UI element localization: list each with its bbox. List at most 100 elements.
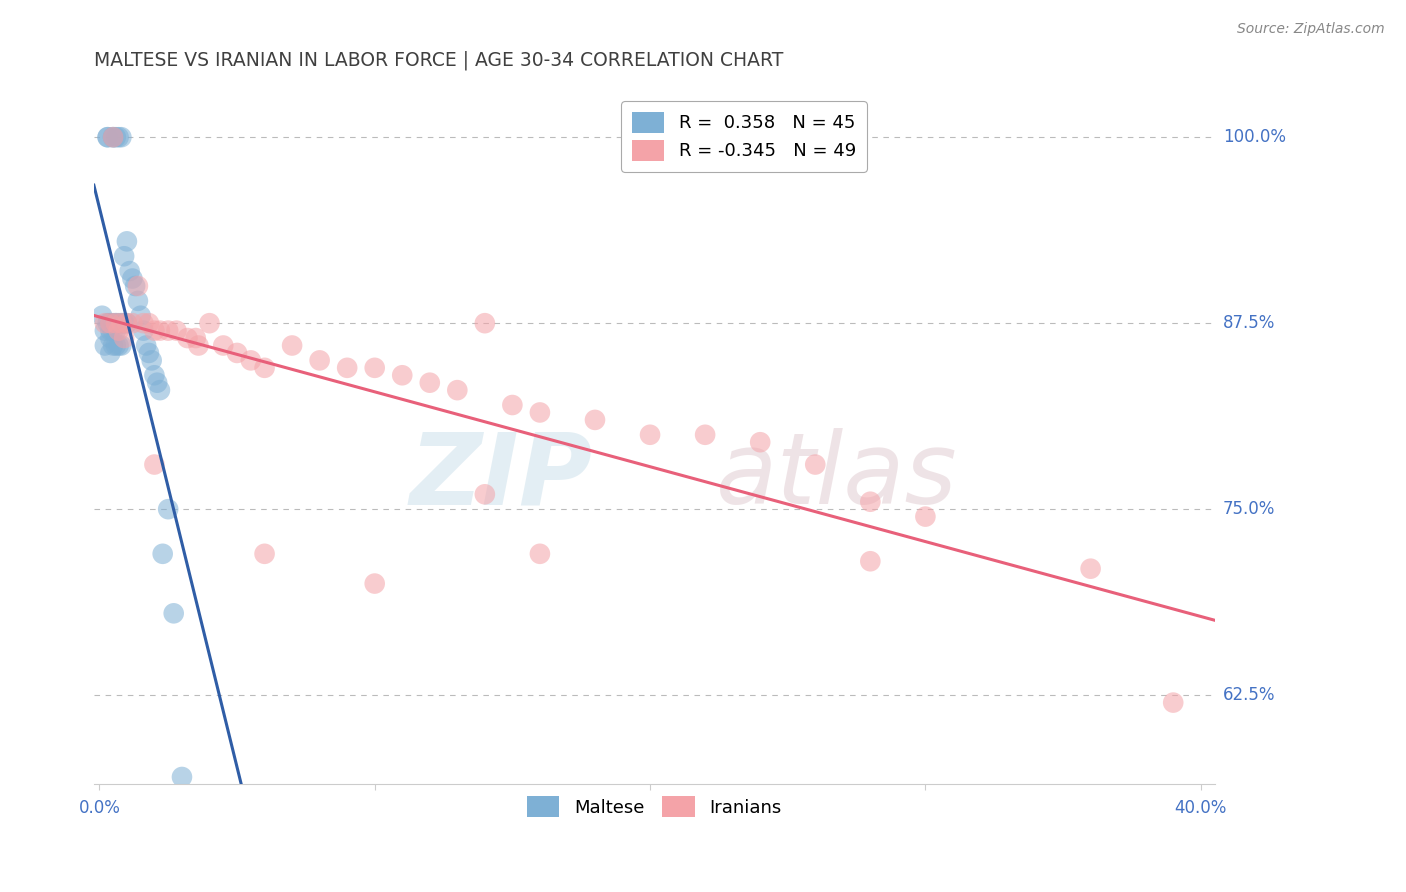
Point	[110, 316, 132, 330]
Point	[107, 338, 129, 352]
Point	[97, 130, 120, 145]
Point	[419, 376, 441, 390]
Point	[101, 130, 124, 145]
Point	[391, 368, 413, 383]
Point	[474, 487, 496, 501]
Text: atlas: atlas	[716, 428, 957, 525]
Point	[121, 316, 143, 330]
Point	[115, 316, 138, 330]
Point	[859, 494, 882, 508]
Point	[143, 368, 166, 383]
Point	[187, 338, 209, 352]
Point	[104, 338, 127, 352]
Point	[94, 324, 117, 338]
Point	[308, 353, 330, 368]
Point	[107, 316, 129, 330]
Point	[118, 264, 141, 278]
Point	[104, 324, 127, 338]
Point	[101, 324, 124, 338]
Point	[100, 316, 122, 330]
Point	[110, 316, 132, 330]
Text: 100.0%: 100.0%	[1223, 128, 1285, 146]
Point	[91, 309, 114, 323]
Point	[170, 770, 193, 784]
Point	[163, 607, 186, 621]
Point	[239, 353, 262, 368]
Point	[149, 324, 172, 338]
Point	[141, 353, 163, 368]
Point	[101, 338, 124, 352]
Text: 75.0%: 75.0%	[1223, 500, 1275, 518]
Text: 62.5%: 62.5%	[1223, 686, 1275, 704]
Point	[157, 502, 180, 516]
Point	[94, 338, 117, 352]
Point	[176, 331, 198, 345]
Point	[146, 376, 169, 390]
Point	[132, 316, 155, 330]
Point	[184, 331, 207, 345]
Point	[110, 338, 132, 352]
Point	[474, 316, 496, 330]
Point	[859, 554, 882, 568]
Point	[446, 383, 468, 397]
Point	[253, 547, 276, 561]
Point	[143, 324, 166, 338]
Point	[132, 324, 155, 338]
Point	[638, 427, 661, 442]
Point	[138, 346, 160, 360]
Point	[336, 360, 359, 375]
Point	[149, 383, 172, 397]
Point	[143, 458, 166, 472]
Point	[157, 324, 180, 338]
Text: 0.0%: 0.0%	[79, 799, 121, 817]
Point	[97, 316, 120, 330]
Point	[112, 249, 135, 263]
Point	[107, 130, 129, 145]
Point	[115, 235, 138, 249]
Point	[112, 331, 135, 345]
Text: 87.5%: 87.5%	[1223, 314, 1275, 332]
Point	[138, 316, 160, 330]
Y-axis label: In Labor Force | Age 30-34: In Labor Force | Age 30-34	[0, 329, 8, 541]
Point	[364, 576, 387, 591]
Point	[104, 316, 127, 330]
Text: 40.0%: 40.0%	[1174, 799, 1227, 817]
Point	[97, 130, 120, 145]
Point	[583, 413, 606, 427]
Point	[129, 309, 152, 323]
Point	[364, 360, 387, 375]
Point	[804, 458, 827, 472]
Point	[914, 509, 936, 524]
Point	[100, 346, 122, 360]
Point	[101, 316, 124, 330]
Point	[104, 316, 127, 330]
Point	[212, 338, 235, 352]
Point	[253, 360, 276, 375]
Point	[152, 547, 174, 561]
Point	[501, 398, 523, 412]
Point	[107, 324, 129, 338]
Point	[121, 271, 143, 285]
Point	[112, 316, 135, 330]
Point	[695, 427, 717, 442]
Legend: Maltese, Iranians: Maltese, Iranians	[520, 789, 789, 824]
Point	[127, 279, 149, 293]
Text: Source: ZipAtlas.com: Source: ZipAtlas.com	[1237, 22, 1385, 37]
Point	[124, 279, 146, 293]
Point	[166, 324, 188, 338]
Point	[100, 331, 122, 345]
Point	[1080, 562, 1102, 576]
Point	[100, 316, 122, 330]
Point	[101, 130, 124, 145]
Text: ZIP: ZIP	[409, 428, 592, 525]
Point	[529, 547, 551, 561]
Point	[135, 338, 157, 352]
Point	[226, 346, 249, 360]
Text: MALTESE VS IRANIAN IN LABOR FORCE | AGE 30-34 CORRELATION CHART: MALTESE VS IRANIAN IN LABOR FORCE | AGE …	[94, 51, 783, 70]
Point	[749, 435, 772, 450]
Point	[198, 316, 221, 330]
Point	[94, 316, 117, 330]
Point	[115, 316, 138, 330]
Point	[1161, 696, 1184, 710]
Point	[281, 338, 304, 352]
